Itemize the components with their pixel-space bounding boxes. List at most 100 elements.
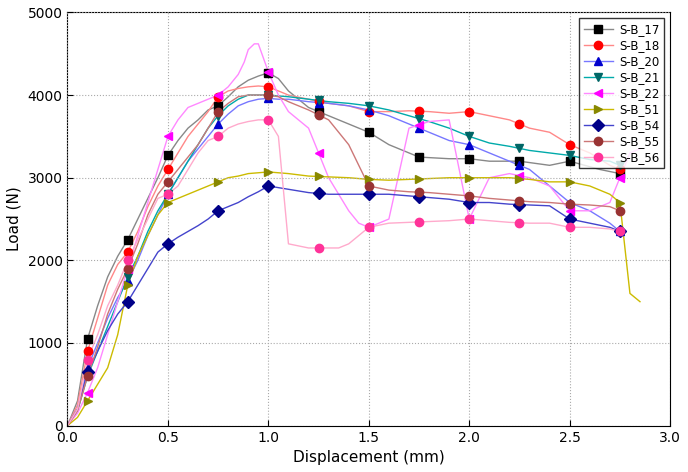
S-B_20	[465, 142, 473, 147]
S-B_54	[314, 191, 323, 196]
S-B_51	[415, 176, 423, 182]
S-B_54	[365, 192, 373, 197]
Line: S-B_18: S-B_18	[83, 83, 624, 355]
Y-axis label: Load (N): Load (N)	[7, 186, 22, 252]
S-B_55	[314, 112, 323, 118]
S-B_18	[515, 121, 524, 127]
S-B_22	[515, 173, 524, 178]
S-B_22	[264, 69, 272, 75]
S-B_18	[566, 142, 574, 147]
S-B_20	[83, 365, 92, 371]
S-B_51	[83, 398, 92, 404]
S-B_51	[264, 169, 272, 175]
S-B_17	[264, 70, 272, 76]
S-B_20	[515, 162, 524, 168]
S-B_21	[124, 274, 132, 280]
S-B_56	[415, 219, 423, 225]
S-B_21	[616, 162, 624, 168]
S-B_20	[124, 278, 132, 284]
S-B_22	[164, 134, 172, 139]
S-B_54	[124, 299, 132, 304]
S-B_56	[314, 245, 323, 251]
S-B_21	[465, 134, 473, 139]
S-B_22	[365, 225, 373, 230]
S-B_21	[264, 92, 272, 98]
S-B_56	[365, 225, 373, 230]
S-B_51	[214, 179, 222, 185]
S-B_54	[465, 200, 473, 205]
S-B_51	[566, 179, 574, 185]
Line: S-B_20: S-B_20	[83, 94, 624, 372]
S-B_17	[515, 159, 524, 164]
S-B_55	[365, 183, 373, 189]
S-B_55	[616, 208, 624, 214]
Legend: S-B_17, S-B_18, S-B_20, S-B_21, S-B_22, S-B_51, S-B_54, S-B_55, S-B_56: S-B_17, S-B_18, S-B_20, S-B_21, S-B_22, …	[579, 18, 664, 169]
S-B_51	[164, 200, 172, 205]
S-B_17	[314, 109, 323, 114]
S-B_18	[314, 99, 323, 104]
S-B_18	[164, 167, 172, 172]
S-B_55	[515, 198, 524, 204]
S-B_21	[83, 373, 92, 379]
S-B_18	[616, 167, 624, 172]
S-B_18	[415, 109, 423, 114]
Line: S-B_55: S-B_55	[83, 91, 624, 380]
S-B_51	[515, 176, 524, 181]
S-B_54	[616, 228, 624, 234]
Line: S-B_54: S-B_54	[83, 182, 624, 376]
S-B_51	[314, 174, 323, 179]
S-B_51	[465, 175, 473, 181]
S-B_55	[83, 373, 92, 379]
Line: S-B_21: S-B_21	[83, 91, 624, 380]
S-B_18	[214, 94, 222, 100]
S-B_20	[314, 100, 323, 105]
S-B_21	[415, 116, 423, 121]
S-B_21	[214, 113, 222, 118]
Line: S-B_56: S-B_56	[83, 116, 624, 364]
S-B_54	[415, 194, 423, 200]
S-B_22	[616, 175, 624, 181]
S-B_55	[124, 266, 132, 271]
S-B_22	[124, 266, 132, 271]
S-B_17	[214, 103, 222, 109]
S-B_22	[314, 150, 323, 156]
S-B_18	[83, 348, 92, 354]
S-B_18	[264, 84, 272, 90]
S-B_51	[365, 177, 373, 182]
S-B_21	[566, 152, 574, 158]
S-B_22	[465, 216, 473, 222]
S-B_56	[515, 220, 524, 226]
S-B_20	[365, 107, 373, 113]
S-B_56	[616, 228, 624, 234]
S-B_21	[314, 98, 323, 103]
S-B_55	[566, 202, 574, 207]
S-B_56	[83, 357, 92, 362]
S-B_54	[515, 202, 524, 207]
S-B_55	[415, 189, 423, 195]
S-B_22	[214, 92, 222, 98]
S-B_51	[616, 200, 624, 205]
Line: S-B_51: S-B_51	[83, 168, 624, 405]
Line: S-B_22: S-B_22	[83, 68, 624, 397]
S-B_17	[415, 154, 423, 160]
S-B_17	[164, 152, 172, 158]
S-B_56	[465, 216, 473, 222]
S-B_56	[164, 192, 172, 197]
S-B_54	[83, 369, 92, 375]
S-B_21	[365, 103, 373, 109]
S-B_18	[465, 109, 473, 114]
S-B_55	[264, 92, 272, 98]
S-B_55	[214, 109, 222, 114]
S-B_20	[415, 125, 423, 131]
S-B_54	[164, 241, 172, 247]
S-B_18	[365, 109, 373, 114]
S-B_21	[515, 145, 524, 151]
S-B_55	[164, 179, 172, 185]
S-B_56	[214, 134, 222, 139]
S-B_17	[365, 129, 373, 135]
X-axis label: Displacement (mm): Displacement (mm)	[293, 450, 444, 465]
S-B_21	[164, 192, 172, 197]
S-B_55	[465, 193, 473, 199]
S-B_56	[566, 225, 574, 230]
S-B_56	[264, 117, 272, 123]
